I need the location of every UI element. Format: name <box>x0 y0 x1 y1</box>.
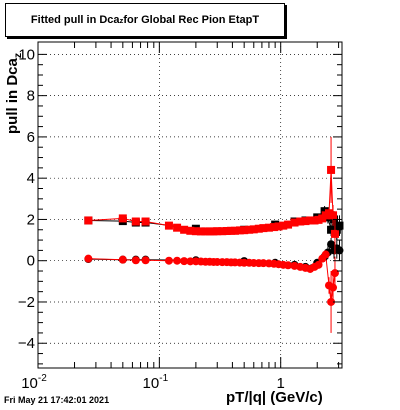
data-point-square <box>269 223 278 232</box>
data-point-square <box>332 225 341 234</box>
data-point-square <box>230 226 239 235</box>
data-point-circle <box>327 297 336 306</box>
data-point-circle <box>186 257 195 266</box>
data-point-square <box>222 226 231 235</box>
data-point-circle <box>84 254 93 263</box>
ylabel-prefix: pull in Dca <box>4 58 21 134</box>
data-point-square <box>274 222 283 231</box>
data-point-square <box>306 216 315 225</box>
x-tick-exponent: -2 <box>38 373 47 384</box>
data-point-square <box>320 207 329 216</box>
data-point-square <box>335 221 344 230</box>
data-point-square <box>245 225 254 234</box>
data-point-square <box>254 224 263 233</box>
y-tick-label: 2 <box>27 211 35 228</box>
data-point-circle <box>330 269 339 278</box>
data-point-circle <box>141 256 150 265</box>
title-subscript: z <box>119 15 124 25</box>
data-point-square <box>240 226 249 235</box>
data-point-square <box>201 227 210 236</box>
data-point-square <box>213 227 222 236</box>
axis-ticks <box>37 42 342 368</box>
data-point-circle <box>329 283 338 292</box>
data-point-circle <box>321 250 330 259</box>
data-point-circle <box>284 261 293 270</box>
data-point-square <box>290 218 299 227</box>
data-point-circle <box>180 257 189 266</box>
ylabel-subscript: z <box>12 52 24 59</box>
data-point-circle <box>173 256 182 265</box>
y-tick-label: −4 <box>18 335 35 352</box>
data-point-square <box>330 229 339 238</box>
data-point-square <box>284 220 293 229</box>
y-axis-label: pull in Dcaz <box>4 53 24 134</box>
data-point-square <box>327 225 336 234</box>
timestamp: Fri May 21 17:42:01 2021 <box>4 395 110 405</box>
data-point-square <box>301 217 310 226</box>
data-point-square <box>141 217 150 226</box>
data-point-square <box>164 221 173 230</box>
y-tick-label: 0 <box>27 253 35 270</box>
x-axis-label: pT/|q| (GeV/c) <box>226 389 323 406</box>
x-tick-label: 1 <box>277 375 285 392</box>
data-point-square <box>329 211 338 220</box>
data-point-square <box>186 226 195 235</box>
title-prefix: Fitted pull in Dca <box>30 14 120 26</box>
data-point-circle <box>131 256 140 265</box>
data-point-square <box>264 223 273 232</box>
data-point-square <box>131 217 140 226</box>
data-point-square <box>84 216 93 225</box>
tick-labels: 10-2 10-1 1 −4 −2 0 2 4 6 8 10 <box>18 46 285 392</box>
data-point-square <box>310 216 319 225</box>
data-point-square <box>235 226 244 235</box>
data-point-square <box>218 227 227 236</box>
data-point-circle <box>118 255 127 264</box>
y-tick-label: 4 <box>27 170 35 187</box>
data-point-square <box>180 225 189 234</box>
y-tick-label: −2 <box>18 294 35 311</box>
data-point-square <box>327 165 336 174</box>
plot-frame <box>37 41 343 369</box>
data-point-square <box>118 214 127 223</box>
data-point-circle <box>314 260 323 269</box>
x-tick-label: 10-1 <box>143 373 169 392</box>
data-point-square <box>296 217 305 226</box>
grid-lines <box>38 42 342 368</box>
y-tick-label: 8 <box>27 88 35 105</box>
data-point-square <box>324 209 333 218</box>
y-tick-label: 6 <box>27 129 35 146</box>
x-tick-label: 10-2 <box>21 373 47 392</box>
x-tick-exponent: -1 <box>159 373 168 384</box>
title-suffix: for Global Rec Pion EtapT <box>123 14 260 26</box>
chart-title: Fitted pull in Dca z for Global Rec Pion … <box>5 3 285 37</box>
data-point-circle <box>327 240 336 249</box>
fit-lines <box>88 169 340 303</box>
data-markers <box>84 136 344 333</box>
data-point-square <box>279 221 288 230</box>
data-point-square <box>259 224 268 233</box>
data-point-circle <box>164 256 173 265</box>
data-point-square <box>196 227 205 236</box>
data-point-square <box>173 223 182 232</box>
data-point-square <box>191 227 200 236</box>
y-tick-label: 10 <box>18 46 35 63</box>
data-point-square <box>249 225 258 234</box>
